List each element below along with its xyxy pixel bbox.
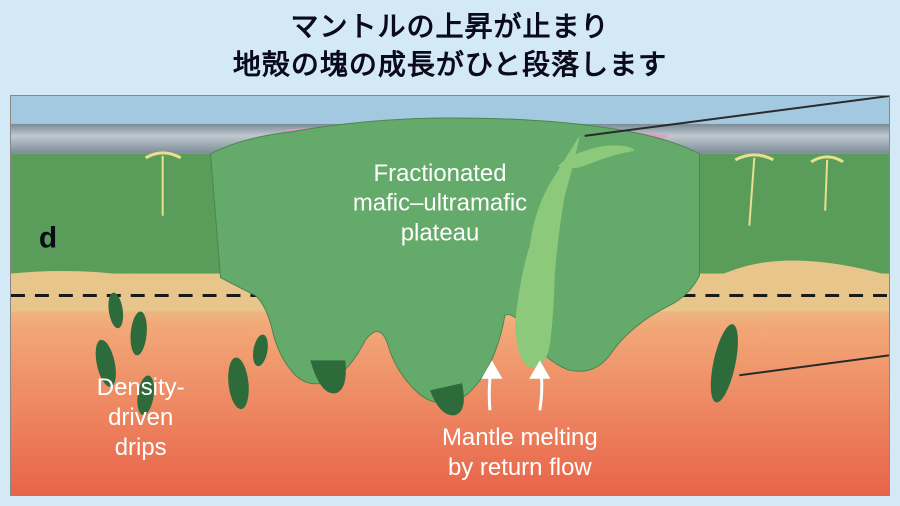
diagram-svg: d Fractionated mafic–ultramafic plateau … [11, 96, 889, 495]
label-drips-3: drips [115, 434, 167, 461]
geology-diagram: d Fractionated mafic–ultramafic plateau … [10, 95, 890, 496]
label-plateau-1: Fractionated [373, 160, 506, 187]
label-plateau-2: mafic–ultramafic [353, 190, 527, 217]
label-melting-2: by return flow [448, 454, 592, 481]
title-line-1: マントルの上昇が止まり [0, 8, 900, 46]
label-drips-1: Density- [97, 374, 185, 401]
title-line-2: 地殻の塊の成長がひと段落します [0, 46, 900, 84]
label-drips-2: driven [108, 404, 173, 431]
panel-letter: d [39, 222, 57, 255]
label-melting-1: Mantle melting [442, 424, 598, 451]
title-area: マントルの上昇が止まり 地殻の塊の成長がひと段落します [0, 0, 900, 88]
label-plateau-3: plateau [401, 220, 480, 247]
